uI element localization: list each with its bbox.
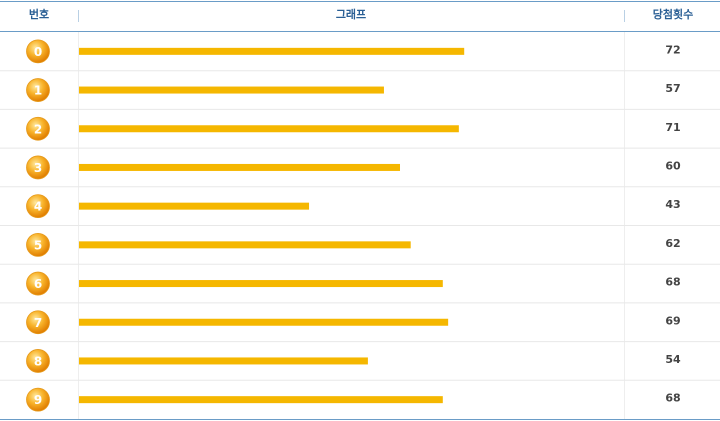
number-ball [26,155,50,180]
number-ball [26,194,50,219]
ball-number: 6 [34,277,42,291]
count-bar [79,318,449,326]
count-bar [79,241,411,249]
ball-number: 4 [34,200,42,214]
number-ball [26,39,50,64]
ball-number: 5 [34,238,42,252]
header-number: 번호 [29,7,49,21]
header-graph: 그래프 [336,7,366,21]
ball-number: 0 [34,45,42,59]
count-label: 43 [665,198,680,211]
count-bar [79,86,384,94]
ball-number: 7 [34,316,42,330]
number-ball [26,232,50,257]
number-ball [26,387,50,412]
number-ball [26,78,50,102]
number-ball [26,310,50,335]
count-label: 62 [665,237,680,250]
number-ball [26,349,50,373]
count-label: 54 [665,353,681,366]
ball-number: 9 [34,393,42,407]
count-label: 71 [665,121,680,134]
header-count: 당첨횟수 [653,7,693,21]
count-label: 69 [665,314,680,327]
count-bar [79,396,443,404]
count-bar [79,47,465,55]
count-label: 57 [665,82,680,95]
number-ball [26,271,50,296]
ball-number: 2 [34,122,42,136]
count-bar [79,357,368,365]
count-label: 72 [665,43,680,56]
ball-number: 3 [34,161,42,175]
count-label: 60 [665,159,681,172]
count-bar [79,280,443,288]
ball-number: 8 [34,354,42,368]
count-bar [79,163,400,171]
count-label: 68 [665,392,680,405]
count-bar [79,125,459,133]
count-label: 68 [665,276,680,289]
count-bar [79,202,310,210]
number-ball [26,116,50,141]
ball-number: 1 [34,84,42,98]
